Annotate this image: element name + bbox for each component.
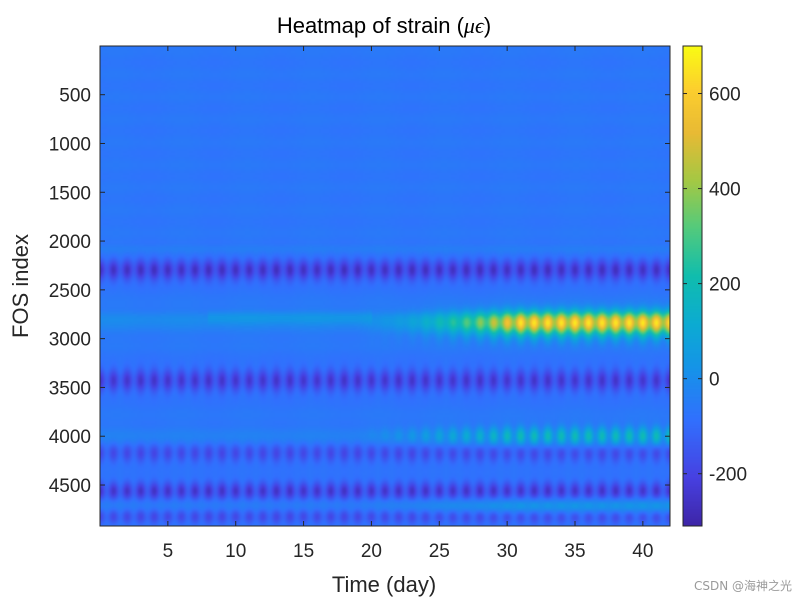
y-tick-label: 1000 <box>49 134 91 155</box>
colorbar-tick-label: 0 <box>709 370 720 391</box>
colorbar: -200 0 200 400 600 <box>682 45 747 527</box>
y-tick-label: 500 <box>59 86 91 107</box>
colorbar-frame <box>682 45 703 527</box>
x-tick-label: 30 <box>497 541 518 562</box>
chart-title: Heatmap of strain (μϵ) <box>277 13 491 38</box>
y-tick-label: 2000 <box>49 232 91 253</box>
y-axis: 500 1000 1500 2000 2500 3000 3500 4000 4500 <box>49 86 670 497</box>
watermark: CSDN @海神之光 <box>693 579 792 593</box>
heatmap-image <box>100 46 670 526</box>
y-axis-label: FOS index <box>8 234 33 338</box>
colorbar-tick-label: 400 <box>709 180 741 201</box>
colorbar-tick-label: 600 <box>709 85 741 106</box>
colorbar-ticks: -200 0 200 400 600 <box>683 85 747 486</box>
x-tick-label: 5 <box>163 541 174 562</box>
y-tick-label: 4000 <box>49 427 91 448</box>
x-axis: 5 10 15 20 25 30 35 40 <box>163 46 653 562</box>
colorbar-tick-label: 200 <box>709 275 741 296</box>
y-tick-label: 3500 <box>49 378 91 399</box>
colorbar-tick-label: -200 <box>709 465 747 486</box>
x-axis-label: Time (day) <box>332 572 436 597</box>
colorbar-gradient <box>683 46 702 526</box>
y-tick-label: 1500 <box>49 183 91 204</box>
y-tick-label: 3000 <box>49 330 91 351</box>
x-tick-label: 15 <box>293 541 314 562</box>
x-tick-label: 25 <box>429 541 450 562</box>
heatmap-plot-area <box>99 45 671 527</box>
x-tick-label: 35 <box>564 541 585 562</box>
x-tick-label: 10 <box>225 541 246 562</box>
x-tick-label: 20 <box>361 541 382 562</box>
y-tick-label: 4500 <box>49 476 91 497</box>
y-tick-label: 2500 <box>49 281 91 302</box>
x-tick-label: 40 <box>632 541 653 562</box>
plot-frame <box>99 45 671 527</box>
